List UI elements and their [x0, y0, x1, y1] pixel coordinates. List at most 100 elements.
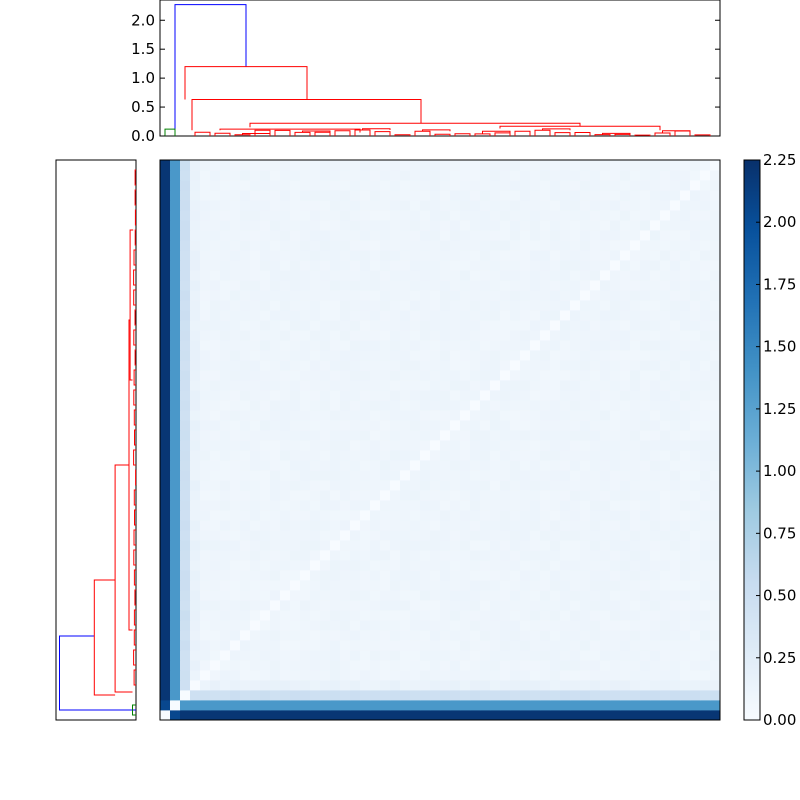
heatmap-cell — [550, 390, 561, 401]
heatmap-cell — [220, 270, 231, 281]
heatmap-cell — [410, 400, 421, 411]
colorbar: 0.000.250.500.751.001.251.501.752.002.25 — [743, 151, 796, 729]
heatmap-cell — [390, 330, 401, 341]
heatmap-cell — [490, 640, 501, 651]
heatmap-cell — [440, 680, 451, 691]
heatmap-cell — [220, 230, 231, 241]
heatmap-cell — [470, 520, 481, 531]
heatmap-cell — [400, 310, 411, 321]
heatmap-cell — [580, 400, 591, 411]
heatmap-cell — [190, 290, 201, 301]
heatmap-cell — [660, 290, 671, 301]
heatmap-cell — [210, 530, 221, 541]
heatmap-cell — [180, 600, 191, 611]
heatmap-cell — [480, 530, 491, 541]
heatmap-cell — [410, 280, 421, 291]
heatmap-cell — [560, 480, 571, 491]
heatmap-cell — [160, 430, 171, 441]
heatmap-cell — [160, 570, 171, 581]
heatmap-cell — [480, 660, 491, 671]
heatmap-cell — [320, 490, 331, 501]
heatmap-cell — [630, 280, 641, 291]
heatmap-cell — [370, 500, 381, 511]
heatmap-cell — [710, 520, 721, 531]
heatmap-cell — [280, 580, 291, 591]
heatmap-cell — [180, 710, 191, 721]
heatmap-cell — [170, 240, 181, 251]
heatmap-cell — [640, 310, 651, 321]
heatmap-cell — [660, 260, 671, 271]
heatmap-cell — [460, 320, 471, 331]
heatmap-cell — [610, 710, 621, 721]
heatmap-cell — [480, 630, 491, 641]
heatmap-cell — [480, 560, 491, 571]
heatmap-cell — [540, 320, 551, 331]
heatmap-cell — [540, 250, 551, 261]
heatmap-cell — [670, 200, 681, 211]
heatmap-cell — [170, 640, 181, 651]
heatmap-cell — [440, 280, 451, 291]
heatmap-cell — [420, 370, 431, 381]
heatmap-cell — [480, 710, 491, 721]
heatmap-cell — [300, 200, 311, 211]
heatmap-cell — [550, 480, 561, 491]
heatmap-cell — [270, 430, 281, 441]
heatmap-cell — [520, 590, 531, 601]
heatmap-cell — [560, 330, 571, 341]
heatmap-cell — [390, 410, 401, 421]
heatmap-cell — [320, 510, 331, 521]
heatmap-cell — [210, 600, 221, 611]
heatmap-cell — [220, 660, 231, 671]
heatmap-cell — [180, 540, 191, 551]
heatmap-cell — [340, 710, 351, 721]
heatmap-cell — [600, 560, 611, 571]
heatmap-cell — [370, 360, 381, 371]
heatmap-cell — [350, 460, 361, 471]
dendrogram-link — [219, 128, 361, 133]
heatmap-cell — [700, 240, 711, 251]
heatmap-cell — [380, 300, 391, 311]
colorbar-tick-label: 2.00 — [763, 213, 796, 231]
heatmap-cell — [340, 600, 351, 611]
heatmap-cell — [280, 350, 291, 361]
heatmap-cell — [220, 620, 231, 631]
heatmap-cell — [290, 580, 301, 591]
heatmap-cell — [260, 680, 271, 691]
heatmap-cell — [430, 210, 441, 221]
heatmap-cell — [290, 450, 301, 461]
heatmap-cell — [420, 460, 431, 471]
heatmap-cell — [310, 200, 321, 211]
heatmap-cell — [220, 590, 231, 601]
heatmap-cell — [440, 620, 451, 631]
heatmap-cell — [670, 360, 681, 371]
heatmap-cell — [430, 460, 441, 471]
heatmap-cell — [440, 250, 451, 261]
heatmap-cell — [670, 400, 681, 411]
heatmap-cell — [710, 230, 721, 241]
heatmap-cell — [430, 560, 441, 571]
heatmap-cell — [260, 280, 271, 291]
heatmap-cell — [310, 460, 321, 471]
heatmap-cell — [220, 670, 231, 681]
heatmap-cell — [530, 390, 541, 401]
heatmap-cell — [270, 240, 281, 251]
heatmap-cell — [350, 360, 361, 371]
heatmap-cell — [290, 390, 301, 401]
heatmap-cell — [260, 470, 271, 481]
heatmap-cell — [480, 640, 491, 651]
heatmap-cell — [180, 400, 191, 411]
heatmap-cell — [340, 450, 351, 461]
heatmap-cell — [420, 560, 431, 571]
heatmap-cell — [640, 550, 651, 561]
heatmap-cell — [370, 380, 381, 391]
heatmap-cell — [410, 670, 421, 681]
heatmap-cell — [460, 340, 471, 351]
heatmap-cell — [450, 470, 461, 481]
heatmap-cell — [510, 380, 521, 391]
heatmap-cell — [650, 530, 661, 541]
heatmap-cell — [710, 250, 721, 261]
heatmap-cell — [320, 260, 331, 271]
heatmap-cell — [640, 700, 651, 711]
heatmap-cell — [180, 510, 191, 521]
heatmap-cell — [490, 630, 501, 641]
